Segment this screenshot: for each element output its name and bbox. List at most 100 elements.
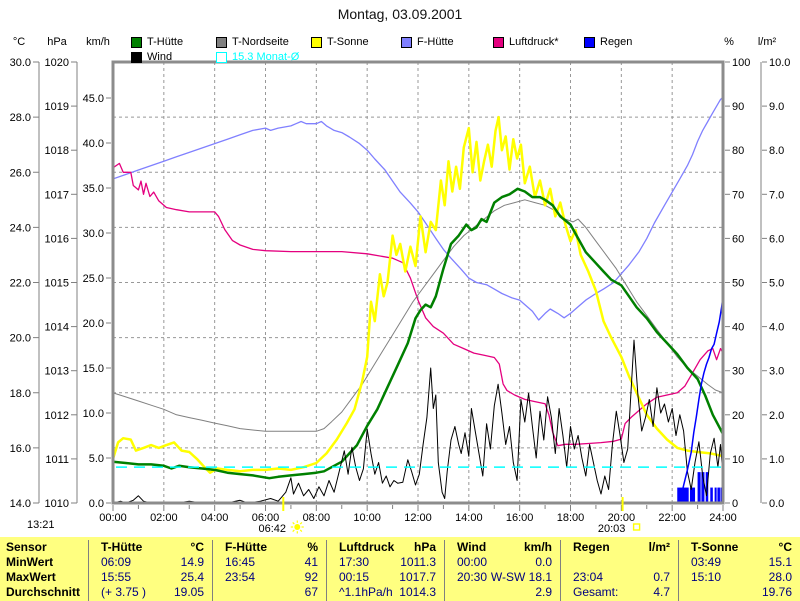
minwert: 00:00 0.0 — [445, 555, 560, 570]
celsius-tick-label: 26.0 — [10, 167, 31, 179]
maxwert: 00:15 1017.7 — [327, 570, 444, 585]
minwert-value: 41 — [304, 555, 318, 569]
minwert-value: 1011.3 — [400, 555, 436, 569]
table-col-t-sonne: T-Sonne °C 03:49 15.1 15:10 28.0 19.76 — [678, 540, 800, 601]
maxwert-time: 23:04 — [573, 570, 604, 584]
kmh-tick-label: 30.0 — [83, 228, 104, 240]
maxwert: 23:04 0.7 — [561, 570, 678, 585]
time-tick-label: 02:00 — [150, 512, 178, 524]
hpa-tick-label: 1017 — [45, 189, 69, 201]
col-header-time: T-Hütte — [101, 540, 143, 554]
lm2-axis-header: l/m² — [757, 36, 777, 48]
minwert: 16:45 41 — [213, 555, 326, 570]
time-tick-label: 16:00 — [506, 512, 534, 524]
series-T-Nordseite — [113, 199, 723, 432]
col-header-time: Wind — [457, 540, 487, 554]
durchschnitt-value: 1014.3 — [399, 585, 436, 599]
table-col-wind: Wind km/h 00:00 0.0 20:30 W-SW 18.1 2.9 — [444, 540, 560, 601]
time-tick-label: 22:00 — [658, 512, 686, 524]
percent-tick-label: 60 — [732, 233, 744, 245]
percent-tick-label: 80 — [732, 145, 744, 157]
maxwert-time: 15:55 — [101, 570, 132, 584]
durchschnitt: (+ 3.75 ) 19.05 — [89, 585, 212, 600]
table-row-headers: Sensor MinWert MaxWert Durchschnitt — [0, 540, 88, 601]
rain-bar — [710, 487, 713, 503]
lm2-tick-label: 2.0 — [769, 410, 784, 422]
minwert-time: 16:45 — [225, 555, 256, 569]
minwert: 17:30 1011.3 — [327, 555, 444, 570]
table-col-luftdruck: Luftdruck hPa 17:30 1011.3 00:15 1017.7 ^1.1hP… — [326, 540, 444, 601]
maxwert-value: 28.0 — [768, 570, 792, 584]
rain-bar — [677, 487, 689, 503]
col-header: Regen l/m² — [561, 540, 678, 555]
minwert-time: 00:00 — [457, 555, 488, 569]
legend-item-15-3-monat-: 15.3 Monat-Ø — [216, 51, 299, 63]
legend-label: 15.3 Monat-Ø — [232, 51, 300, 63]
lm2-tick-label: 5.0 — [769, 278, 784, 290]
durchschnitt: 19.76 — [679, 585, 800, 600]
maxwert-time: 23:54 — [225, 570, 256, 584]
legend-label: Luftdruck* — [509, 36, 559, 48]
maxwert-value: 0.7 — [653, 570, 670, 584]
col-header-value: % — [307, 540, 318, 554]
stats-table: Sensor MinWert MaxWert Durchschnitt T-Hütte °… — [0, 537, 800, 601]
table-col-regen: Regen l/m² 23:04 0.7 Gesamt: 4.7 — [560, 540, 678, 601]
table-col-t-h-tte: T-Hütte °C 06:09 14.9 15:55 25.4 (+ 3.75 ) 19.0… — [88, 540, 212, 601]
kmh-axis-header: km/h — [86, 36, 110, 48]
series-T-Sonne — [113, 115, 723, 474]
lm2-tick-label: 4.0 — [769, 322, 784, 334]
celsius-axis-header: °C — [12, 36, 26, 48]
kmh-tick-label: 5.0 — [89, 453, 104, 465]
legend-swatch — [311, 36, 322, 48]
maxwert-value: 25.4 — [180, 570, 204, 584]
kmh-tick-label: 45.0 — [83, 93, 104, 105]
percent-axis-header: % — [724, 36, 734, 48]
percent-tick-label: 100 — [732, 57, 750, 69]
col-header: Wind km/h — [445, 540, 560, 555]
hpa-tick-label: 1013 — [45, 366, 69, 378]
durchschnitt-time: ^1.1hPa/h — [339, 585, 393, 599]
celsius-tick-label: 20.0 — [10, 333, 31, 345]
hpa-axis-header: hPa — [47, 36, 67, 48]
legend-item-luftdruck-: Luftdruck* — [493, 36, 559, 48]
percent-tick-label: 0 — [732, 498, 738, 510]
current-time-label: 13:21 — [27, 519, 55, 531]
kmh-tick-label: 40.0 — [83, 138, 104, 150]
col-header-value: l/m² — [648, 540, 670, 554]
minwert-time: 03:49 — [691, 555, 722, 569]
plot-frame — [111, 60, 725, 505]
minwert-value: 15.1 — [768, 555, 792, 569]
legend-swatch — [131, 51, 142, 63]
percent-tick-label: 10 — [732, 454, 744, 466]
legend-label: Regen — [600, 36, 633, 48]
legend-item-t-h-tte: T-Hütte — [131, 36, 183, 48]
lm2-tick-label: 6.0 — [769, 233, 784, 245]
sunset-icon — [632, 523, 641, 531]
minwert-time: 17:30 — [339, 555, 370, 569]
row-header-sensor: Sensor — [6, 540, 47, 554]
col-header-time: Regen — [573, 540, 610, 554]
weather-chart: 30.028.026.024.022.020.018.016.014.01020… — [10, 57, 791, 535]
rain-bar — [714, 487, 717, 503]
series-Wind — [113, 339, 723, 503]
rain-bar — [717, 487, 720, 503]
series-T-Huette — [113, 187, 723, 480]
col-header-time: T-Sonne — [691, 540, 739, 554]
kmh-tick-label: 35.0 — [83, 183, 104, 195]
legend-item-regen: Regen — [584, 36, 632, 48]
celsius-tick-label: 14.0 — [10, 498, 31, 510]
maxwert-time: 00:15 — [339, 570, 370, 584]
lm2-tick-label: 10.0 — [769, 57, 790, 69]
time-tick-label: 14:00 — [455, 512, 483, 524]
minwert-value: 14.9 — [180, 555, 204, 569]
legend-item-f-h-tte: F-Hütte — [401, 36, 454, 48]
legend-label: Wind — [147, 51, 173, 63]
hpa-tick-label: 1011 — [45, 454, 69, 466]
kmh-tick-label: 15.0 — [83, 363, 104, 375]
celsius-tick-label: 16.0 — [10, 443, 31, 455]
celsius-tick-label: 24.0 — [10, 222, 31, 234]
durchschnitt-value: 19.05 — [173, 585, 204, 599]
celsius-tick-label: 22.0 — [10, 278, 31, 290]
durchschnitt-time: Gesamt: — [573, 585, 619, 599]
